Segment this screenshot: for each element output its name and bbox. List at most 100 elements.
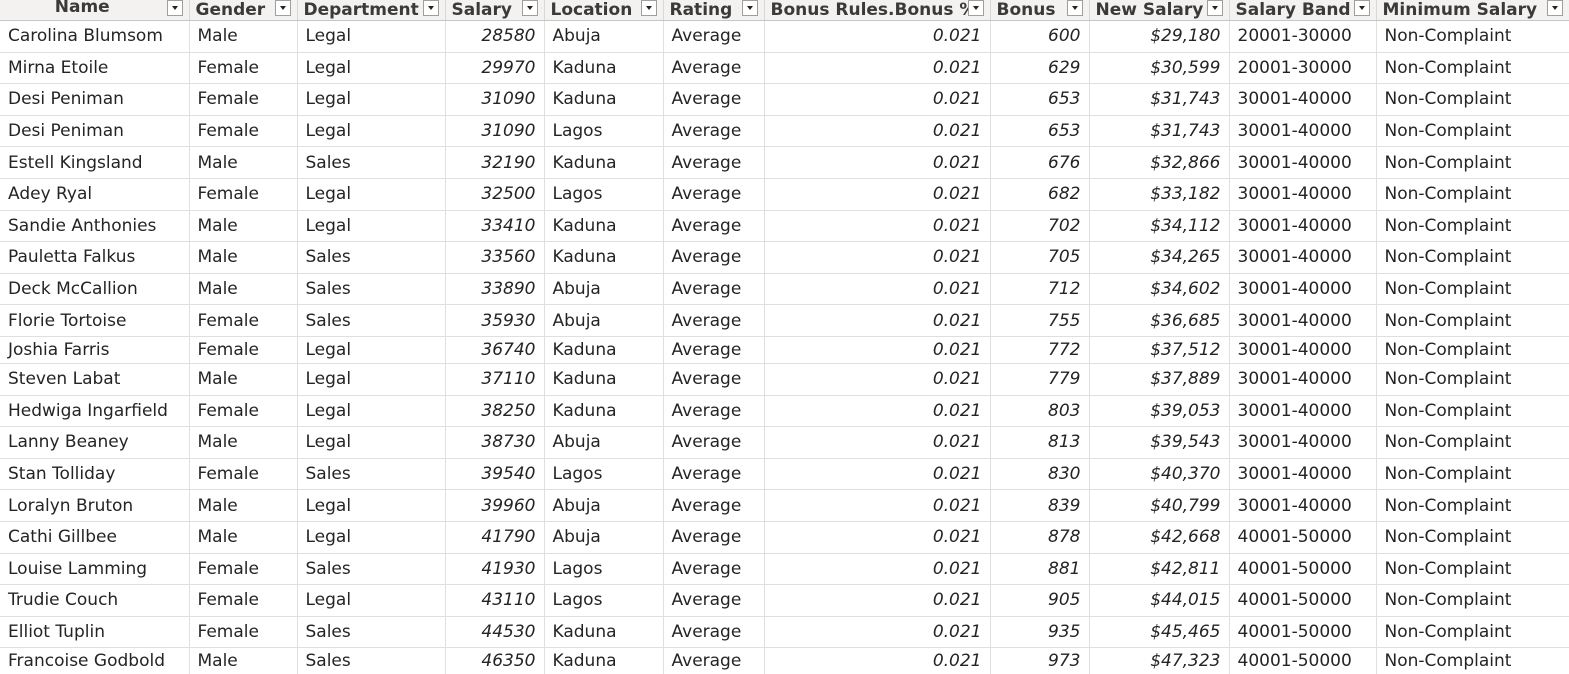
- column-header-salary-band[interactable]: Salary Band: [1229, 0, 1377, 21]
- table-row[interactable]: Francoise Godbold Male Sales 46350 Kaduna Ave…: [0, 647, 1569, 674]
- table-row[interactable]: Sandie Anthonies Male Legal 33410 Kaduna Aver…: [0, 210, 1569, 243]
- cell-minimum-salary: Non-Complaint: [1376, 304, 1569, 337]
- cell-department: Sales: [297, 241, 446, 274]
- table-row[interactable]: Loralyn Bruton Male Legal 39960 Abuja Average…: [0, 489, 1569, 522]
- cell-name: Desi Peniman: [0, 115, 190, 148]
- cell-new-salary: $40,799: [1089, 489, 1230, 522]
- cell-name: Loralyn Bruton: [0, 489, 190, 522]
- column-header-rating[interactable]: Rating: [663, 0, 765, 21]
- cell-bonus-pct: 0.021: [764, 20, 991, 53]
- column-header-label: Location: [550, 0, 633, 20]
- table-row[interactable]: Louise Lamming Female Sales 41930 Lagos Avera…: [0, 553, 1569, 586]
- column-header-bonus[interactable]: Bonus: [990, 0, 1090, 21]
- cell-bonus-pct: 0.021: [764, 146, 991, 179]
- table-row[interactable]: Desi Peniman Female Legal 31090 Lagos Average…: [0, 115, 1569, 148]
- column-header-minimum-salary[interactable]: Minimum Salary: [1376, 0, 1569, 21]
- cell-gender: Male: [189, 521, 298, 554]
- column-header-salary[interactable]: Salary: [445, 0, 545, 21]
- cell-gender: Female: [189, 178, 298, 211]
- filter-dropdown-icon[interactable]: [1066, 0, 1083, 16]
- cell-rating: Average: [663, 146, 765, 179]
- table-row[interactable]: Desi Peniman Female Legal 31090 Kaduna Averag…: [0, 83, 1569, 116]
- cell-name: Florie Tortoise: [0, 304, 190, 337]
- cell-salary-band: 30001-40000: [1229, 241, 1377, 274]
- cell-gender: Female: [189, 304, 298, 337]
- cell-new-salary: $39,053: [1089, 395, 1230, 428]
- cell-department: Legal: [297, 584, 446, 617]
- table-row[interactable]: Cathi Gillbee Male Legal 41790 Abuja Average 0…: [0, 521, 1569, 554]
- table-row[interactable]: Lanny Beaney Male Legal 38730 Abuja Average 0.…: [0, 426, 1569, 459]
- cell-salary: 39540: [445, 458, 545, 491]
- cell-minimum-salary: Non-Complaint: [1376, 146, 1569, 179]
- cell-name: Joshia Farris: [0, 336, 190, 364]
- cell-bonus-pct: 0.021: [764, 647, 991, 674]
- cell-location: Kaduna: [544, 241, 664, 274]
- cell-name: Estell Kingsland: [0, 146, 190, 179]
- cell-gender: Female: [189, 616, 298, 649]
- cell-salary: 29970: [445, 52, 545, 85]
- cell-department: Sales: [297, 553, 446, 586]
- cell-location: Abuja: [544, 426, 664, 459]
- cell-location: Abuja: [544, 273, 664, 306]
- column-header-bonus-pct[interactable]: Bonus Rules.Bonus %: [764, 0, 991, 21]
- cell-bonus: 712: [990, 273, 1090, 306]
- filter-dropdown-icon[interactable]: [1353, 0, 1370, 16]
- filter-dropdown-icon[interactable]: [741, 0, 758, 16]
- cell-bonus: 803: [990, 395, 1090, 428]
- filter-dropdown-icon[interactable]: [967, 0, 984, 16]
- filter-dropdown-icon[interactable]: [274, 0, 291, 16]
- cell-rating: Average: [663, 426, 765, 459]
- column-header-name[interactable]: Name: [0, 0, 190, 21]
- table-row[interactable]: Carolina Blumsom Male Legal 28580 Abuja Avera…: [0, 20, 1569, 53]
- table-row[interactable]: Adey Ryal Female Legal 32500 Lagos Average 0.0…: [0, 178, 1569, 211]
- table-row[interactable]: Florie Tortoise Female Sales 35930 Abuja Aver…: [0, 304, 1569, 337]
- table-row[interactable]: Hedwiga Ingarfield Female Legal 38250 Kaduna…: [0, 395, 1569, 428]
- column-header-new-salary[interactable]: New Salary: [1089, 0, 1230, 21]
- table-row[interactable]: Steven Labat Male Legal 37110 Kaduna Average 0…: [0, 363, 1569, 396]
- cell-name: Desi Peniman: [0, 83, 190, 116]
- cell-location: Abuja: [544, 20, 664, 53]
- table-row[interactable]: Joshia Farris Female Legal 36740 Kaduna Avera…: [0, 336, 1569, 364]
- column-header-department[interactable]: Department: [297, 0, 446, 21]
- cell-name: Pauletta Falkus: [0, 241, 190, 274]
- cell-new-salary: $34,602: [1089, 273, 1230, 306]
- cell-minimum-salary: Non-Complaint: [1376, 426, 1569, 459]
- filter-dropdown-icon[interactable]: [166, 0, 183, 16]
- cell-salary-band: 20001-30000: [1229, 52, 1377, 85]
- cell-name: Cathi Gillbee: [0, 521, 190, 554]
- cell-bonus-pct: 0.021: [764, 458, 991, 491]
- cell-bonus: 705: [990, 241, 1090, 274]
- cell-salary: 33890: [445, 273, 545, 306]
- cell-new-salary: $34,112: [1089, 210, 1230, 243]
- cell-location: Kaduna: [544, 210, 664, 243]
- table-row[interactable]: Elliot Tuplin Female Sales 44530 Kaduna Avera…: [0, 616, 1569, 649]
- cell-salary-band: 30001-40000: [1229, 426, 1377, 459]
- cell-bonus-pct: 0.021: [764, 616, 991, 649]
- cell-new-salary: $42,668: [1089, 521, 1230, 554]
- column-header-location[interactable]: Location: [544, 0, 664, 21]
- cell-new-salary: $45,465: [1089, 616, 1230, 649]
- cell-bonus-pct: 0.021: [764, 363, 991, 396]
- filter-dropdown-icon[interactable]: [1546, 0, 1563, 16]
- cell-new-salary: $32,866: [1089, 146, 1230, 179]
- cell-department: Sales: [297, 458, 446, 491]
- filter-dropdown-icon[interactable]: [1206, 0, 1223, 16]
- column-header-gender[interactable]: Gender: [189, 0, 298, 21]
- cell-minimum-salary: Non-Complaint: [1376, 489, 1569, 522]
- cell-rating: Average: [663, 83, 765, 116]
- cell-minimum-salary: Non-Complaint: [1376, 178, 1569, 211]
- cell-bonus: 600: [990, 20, 1090, 53]
- table-row[interactable]: Estell Kingsland Male Sales 32190 Kaduna Aver…: [0, 146, 1569, 179]
- table-row[interactable]: Stan Tolliday Female Sales 39540 Lagos Averag…: [0, 458, 1569, 491]
- cell-location: Kaduna: [544, 616, 664, 649]
- filter-dropdown-icon[interactable]: [422, 0, 439, 16]
- cell-department: Legal: [297, 210, 446, 243]
- filter-dropdown-icon[interactable]: [521, 0, 538, 16]
- filter-dropdown-icon[interactable]: [640, 0, 657, 16]
- table-row[interactable]: Mirna Etoile Female Legal 29970 Kaduna Averag…: [0, 52, 1569, 85]
- cell-name: Trudie Couch: [0, 584, 190, 617]
- table-row[interactable]: Deck McCallion Male Sales 33890 Abuja Average…: [0, 273, 1569, 306]
- cell-department: Sales: [297, 616, 446, 649]
- table-row[interactable]: Pauletta Falkus Male Sales 33560 Kaduna Avera…: [0, 241, 1569, 274]
- table-row[interactable]: Trudie Couch Female Legal 43110 Lagos Average…: [0, 584, 1569, 617]
